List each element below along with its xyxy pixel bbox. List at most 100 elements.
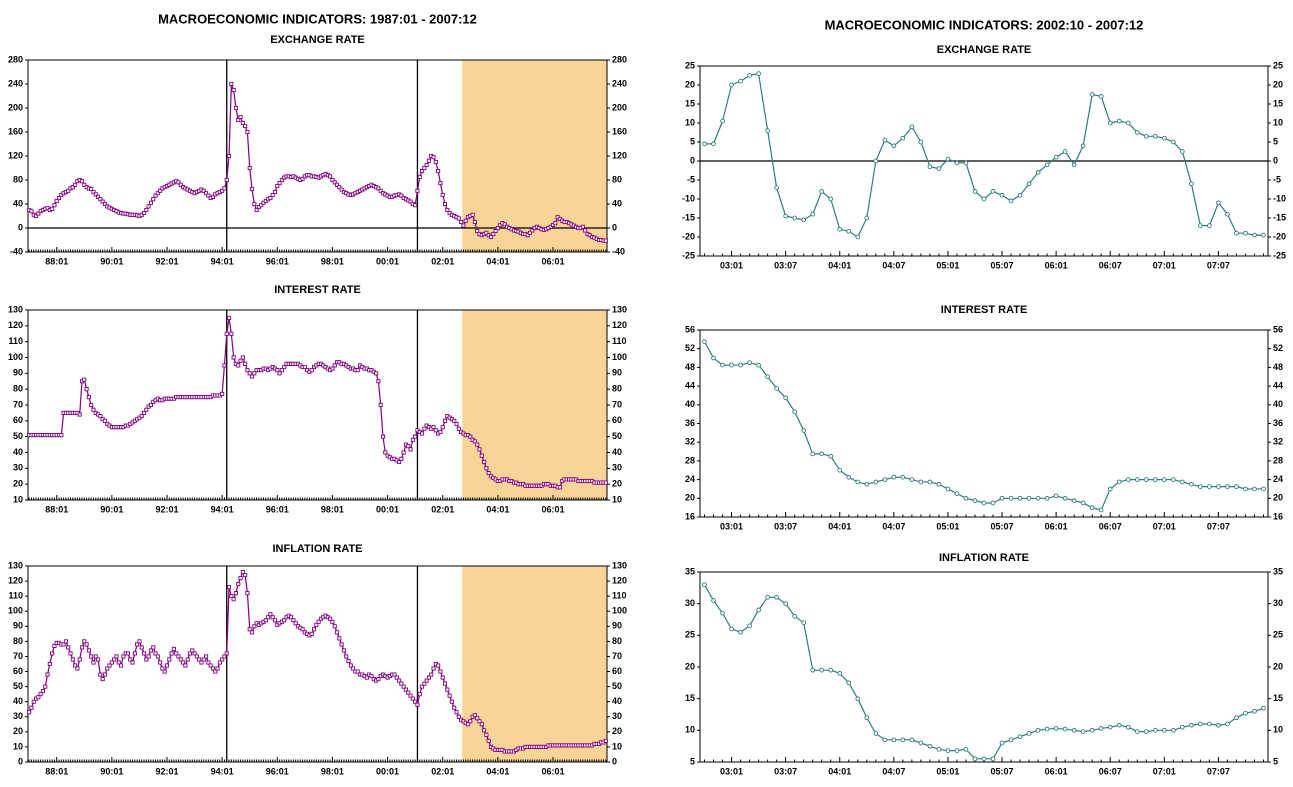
data-point: [199, 660, 204, 665]
data-point: [31, 699, 36, 704]
data-point: [160, 666, 165, 671]
x-tick-label: 04:01: [828, 521, 851, 531]
y-tick-label: 52: [685, 343, 695, 353]
data-point: [66, 645, 71, 650]
data-point: [954, 160, 960, 166]
data-point: [151, 645, 156, 650]
data-point: [855, 479, 861, 485]
data-point: [1161, 135, 1167, 141]
data-point: [89, 186, 94, 192]
x-tick-label: 06:01: [541, 766, 564, 776]
data-point: [98, 672, 103, 677]
y-tick-label: 100: [8, 352, 23, 362]
data-point: [197, 657, 202, 662]
data-point: [756, 362, 761, 368]
data-point: [399, 456, 404, 461]
data-point: [1098, 507, 1104, 513]
y-tick-label: 60: [13, 415, 23, 425]
y-tick-label: 130: [8, 304, 23, 314]
data-point: [1179, 724, 1185, 730]
data-point: [394, 675, 399, 680]
data-point: [376, 677, 381, 682]
data-point: [456, 426, 461, 431]
data-point: [465, 722, 471, 727]
data-point: [583, 228, 588, 233]
data-point: [475, 228, 480, 234]
data-point: [1143, 133, 1149, 139]
y-tick-label: 280: [8, 54, 23, 64]
data-point: [229, 81, 234, 87]
data-point: [1125, 120, 1131, 126]
y-tick-label-right: 70: [612, 651, 622, 661]
data-point: [424, 678, 429, 683]
data-point: [1062, 149, 1068, 154]
data-point: [346, 658, 351, 664]
x-tick-label: 90:01: [100, 256, 123, 266]
y-tick-label-right: 70: [612, 399, 622, 409]
data-point: [141, 210, 147, 216]
y-tick-label: -25: [682, 250, 695, 260]
data-point: [468, 719, 473, 724]
y-tick-label-right: -15: [1273, 212, 1286, 222]
x-tick-label: 03:07: [774, 766, 797, 776]
y-tick-label-right: 40: [612, 198, 622, 208]
data-point: [927, 164, 933, 170]
data-point: [909, 477, 915, 482]
x-tick-label: 05:01: [936, 766, 959, 776]
data-point: [1234, 484, 1239, 489]
data-point: [206, 660, 211, 665]
data-point: [215, 666, 220, 671]
data-point: [337, 636, 342, 641]
data-point: [828, 196, 834, 202]
x-tick-label: 98:01: [321, 504, 344, 514]
data-point: [999, 192, 1005, 198]
data-point: [105, 666, 110, 671]
data-point: [927, 743, 933, 749]
data-point: [702, 339, 707, 345]
data-point: [1170, 139, 1176, 145]
y-tick-label: 110: [8, 591, 23, 601]
data-point: [291, 618, 296, 623]
y-tick-label: 60: [13, 666, 23, 676]
data-point: [1161, 727, 1167, 733]
x-tick-label: 02:01: [431, 256, 454, 266]
y-tick-label: 110: [8, 336, 23, 346]
y-tick-label-right: 130: [612, 304, 627, 314]
data-point: [268, 195, 273, 201]
y-tick-label: 240: [8, 78, 23, 88]
y-tick-label-right: 90: [612, 368, 622, 378]
chart-subtitle: EXCHANGE RATE: [270, 34, 365, 46]
data-point: [54, 198, 59, 204]
data-point: [810, 667, 816, 673]
data-point: [864, 481, 870, 487]
panel-title: MACROECONOMIC INDICATORS: 2002:10 - 2007…: [825, 17, 1144, 32]
data-point: [282, 364, 287, 370]
data-point: [1107, 120, 1113, 126]
data-point: [438, 669, 443, 674]
data-point: [272, 189, 278, 195]
plot: 5 5 10 10 15 15 20 20 25 25 30 30 35 35 03:01 03:07 04:0…: [685, 566, 1283, 776]
y-tick-label: 25: [685, 630, 695, 640]
data-point: [729, 362, 734, 368]
data-point: [463, 218, 468, 223]
data-point: [79, 179, 85, 184]
data-point: [1152, 727, 1158, 733]
x-tick-label: 03:01: [720, 260, 743, 270]
data-point: [231, 597, 236, 602]
data-point: [302, 364, 307, 370]
data-point: [438, 180, 443, 186]
y-tick-label-right: 48: [1273, 362, 1283, 372]
data-point: [332, 180, 337, 185]
data-point: [479, 722, 484, 727]
y-tick-label: 24: [685, 474, 695, 484]
data-point: [484, 732, 489, 737]
data-point: [891, 143, 897, 149]
data-point: [819, 189, 825, 194]
data-point: [52, 643, 57, 648]
data-point: [1089, 92, 1095, 97]
data-point: [93, 654, 98, 659]
data-point: [79, 645, 85, 650]
data-point: [1053, 726, 1059, 731]
data-point: [247, 627, 252, 632]
y-tick-label: 20: [13, 479, 23, 489]
